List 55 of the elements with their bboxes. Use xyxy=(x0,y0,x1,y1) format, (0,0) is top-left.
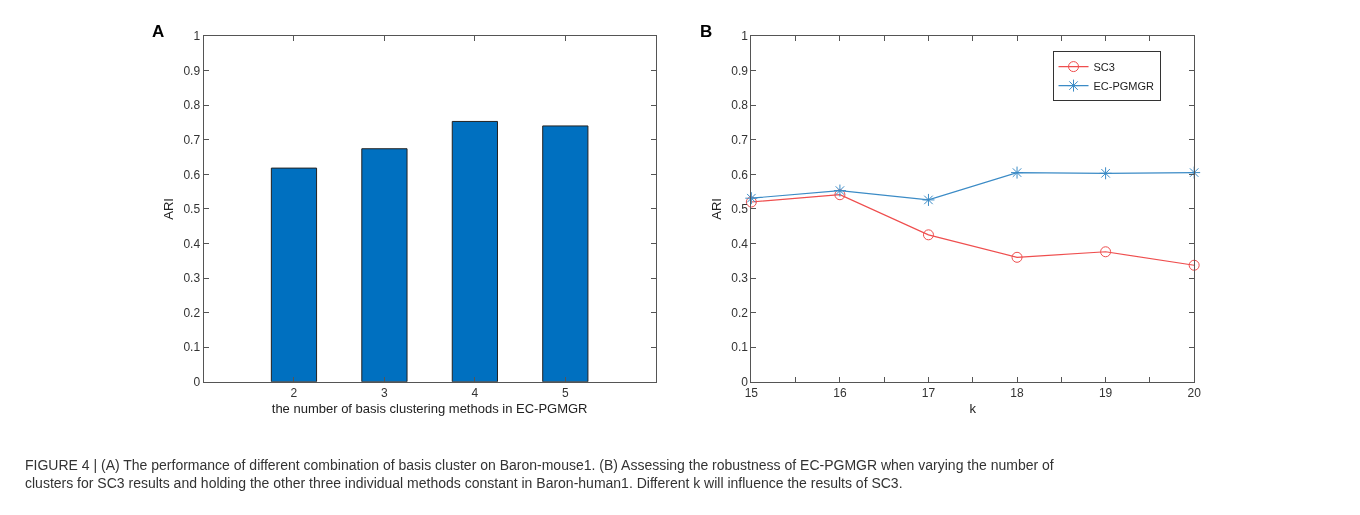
y-tick-label: 0.9 xyxy=(731,63,749,78)
y-tick-label: 0.4 xyxy=(731,236,749,251)
chart-title: B xyxy=(700,22,713,41)
bar xyxy=(542,125,589,382)
x-tick-label: 19 xyxy=(1098,386,1113,401)
x-tick-label: 17 xyxy=(921,386,936,401)
x-tick-label: 15 xyxy=(744,386,759,401)
y-tick-label: 0.1 xyxy=(731,340,749,355)
point xyxy=(1188,259,1200,271)
x-tick-label: 4 xyxy=(471,386,479,401)
x-axis-title: the number of basis clustering methods in EC-PGMGR xyxy=(271,400,588,416)
bar xyxy=(451,120,498,382)
y-tick-label: 0.2 xyxy=(731,305,749,320)
y-tick-label: 0.3 xyxy=(183,271,201,286)
legend-label: SC3 xyxy=(1093,60,1115,73)
y-tick-label: 0.6 xyxy=(731,167,749,182)
y-tick-label: 1 xyxy=(193,29,201,44)
x-tick-label: 18 xyxy=(1010,386,1025,401)
y-tick-label: 0.7 xyxy=(183,132,201,147)
y-tick-label: 0.8 xyxy=(183,98,201,113)
x-tick-label: 2 xyxy=(290,386,298,401)
y-tick-label: 0.6 xyxy=(183,167,201,182)
y-tick-label: 0.5 xyxy=(183,202,201,217)
y-tick-label: 0.7 xyxy=(731,132,749,147)
point xyxy=(922,229,934,241)
point xyxy=(1010,166,1024,180)
y-axis-title: ARI xyxy=(161,198,177,220)
y-tick-label: 0 xyxy=(741,374,749,389)
y-tick-label: 0.1 xyxy=(183,340,201,355)
point xyxy=(1187,166,1201,180)
y-tick-label: 1 xyxy=(741,29,749,44)
point xyxy=(921,193,935,207)
point xyxy=(833,184,847,198)
point xyxy=(1011,251,1023,263)
bar xyxy=(270,167,318,382)
y-axis-title: ARI xyxy=(709,198,725,220)
x-tick-label: 16 xyxy=(833,386,847,401)
y-tick-label: 0.8 xyxy=(731,98,749,113)
point xyxy=(1100,246,1112,258)
legend-label: EC-PGMGR xyxy=(1093,79,1155,92)
x-tick-label: 20 xyxy=(1187,386,1202,401)
y-tick-label: 0.9 xyxy=(183,63,201,78)
y-tick-label: 0 xyxy=(193,374,201,389)
y-tick-label: 0.3 xyxy=(731,271,749,286)
bar xyxy=(361,148,408,382)
point xyxy=(1099,166,1113,180)
x-tick-label: 5 xyxy=(561,386,569,401)
y-tick-label: 0.5 xyxy=(731,202,749,217)
point xyxy=(744,191,758,205)
caption: FIGURE 4 | (A) The performance of different combination of basis cluster on Baron-mouse1. (B) Assessing the robustness of EC-PGMGR when varying the number of clusters for SC3 results and holding the other three individual methods constant in Baron-human1. Different k will influence the results of SC3. xyxy=(25,457,1054,492)
x-tick-label: 3 xyxy=(381,386,389,401)
chart-title: A xyxy=(152,22,165,41)
y-tick-label: 0.2 xyxy=(183,305,201,320)
y-tick-label: 0.4 xyxy=(183,236,201,251)
x-axis-title: k xyxy=(969,400,977,416)
